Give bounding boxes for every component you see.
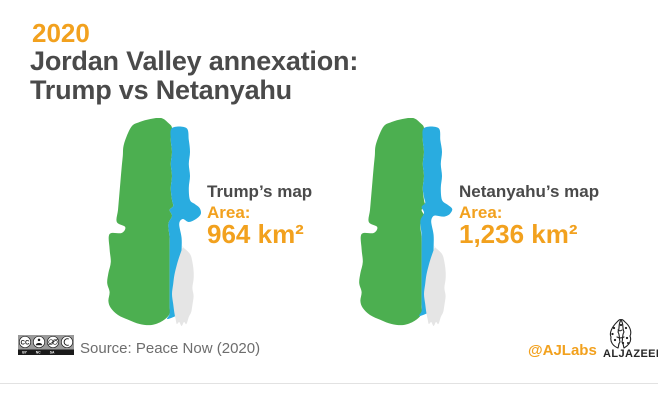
svg-text:SA: SA	[50, 351, 55, 355]
svg-text:CC: CC	[21, 340, 30, 347]
svg-text:BY: BY	[22, 351, 27, 355]
svg-text:NC: NC	[36, 351, 41, 355]
